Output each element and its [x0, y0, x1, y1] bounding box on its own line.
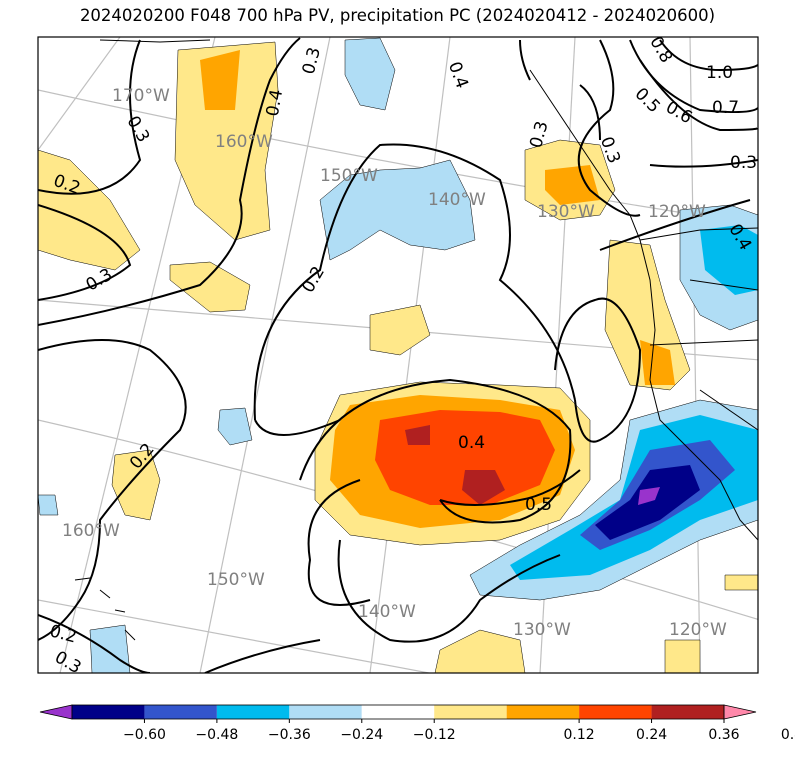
map-frame — [37, 36, 759, 674]
lon-label-130w-bottom: 130°W — [513, 620, 571, 640]
colorbar-extend-high — [723, 704, 757, 720]
lon-label-140w-bottom: 140°W — [358, 602, 416, 622]
map-plot: 170°W 160°W 150°W 140°W 130°W 120°W 160°… — [37, 36, 759, 674]
colorbar-swatch — [144, 705, 217, 719]
lon-label-150w-bottom: 150°W — [207, 570, 265, 590]
lon-label-160w-bottom: 160°W — [62, 521, 120, 541]
colorbar-swatch — [72, 705, 145, 719]
contour-label: 0.4 — [458, 433, 485, 453]
contour-label: 1.0 — [706, 63, 733, 83]
lon-label-120w-top: 120°W — [648, 202, 706, 222]
colorbar-swatch — [651, 705, 724, 719]
coastlines — [74, 39, 758, 641]
colorbar-frame — [71, 704, 725, 720]
colorbar-ticks: −0.60 −0.48 −0.36 −0.24 −0.12 0.12 0.24 0.36 0.4… — [123, 719, 795, 743]
precip-positive — [38, 41, 758, 673]
colorbar-swatch — [361, 705, 435, 719]
colorbar-swatch — [434, 705, 507, 719]
lon-label-160w-top: 160°W — [215, 132, 273, 152]
colorbar-tick-label: −0.36 — [268, 727, 311, 743]
lon-label-120w-bottom: 120°W — [669, 620, 727, 640]
colorbar-tick-label: 0.24 — [636, 727, 667, 743]
contour-label: 0.4 — [263, 88, 287, 118]
colorbar-tick-label: 0.12 — [564, 727, 595, 743]
colorbar-swatch — [289, 705, 362, 719]
precip-negative — [38, 37, 758, 673]
colorbar-tick-label: 0.48 — [781, 727, 795, 743]
colorbar-tick-label: −0.60 — [123, 727, 166, 743]
lon-label-140w-top: 140°W — [428, 190, 486, 210]
lon-label-130w-top: 130°W — [537, 202, 595, 222]
contour-label: 0.5 — [525, 495, 552, 515]
pv-contours — [38, 37, 758, 673]
colorbar-tick-label: −0.12 — [413, 727, 456, 743]
lon-label-170w: 170°W — [112, 86, 170, 106]
colorbar-tick-label: −0.24 — [340, 727, 383, 743]
map-title: 2024020200 F048 700 hPa PV, precipitatio… — [79, 6, 716, 25]
lon-label-150w-top: 150°W — [320, 166, 378, 186]
colorbar-swatches — [39, 704, 757, 720]
colorbar-extend-low — [39, 704, 73, 720]
colorbar-swatch — [579, 705, 652, 719]
colorbar-swatch — [216, 705, 290, 719]
contour-label: 0.7 — [712, 98, 739, 118]
contour-label: 0.3 — [730, 153, 757, 173]
colorbar-tick-label: 0.36 — [708, 727, 739, 743]
colorbar-tick-label: −0.48 — [195, 727, 238, 743]
colorbar-swatch — [506, 705, 580, 719]
